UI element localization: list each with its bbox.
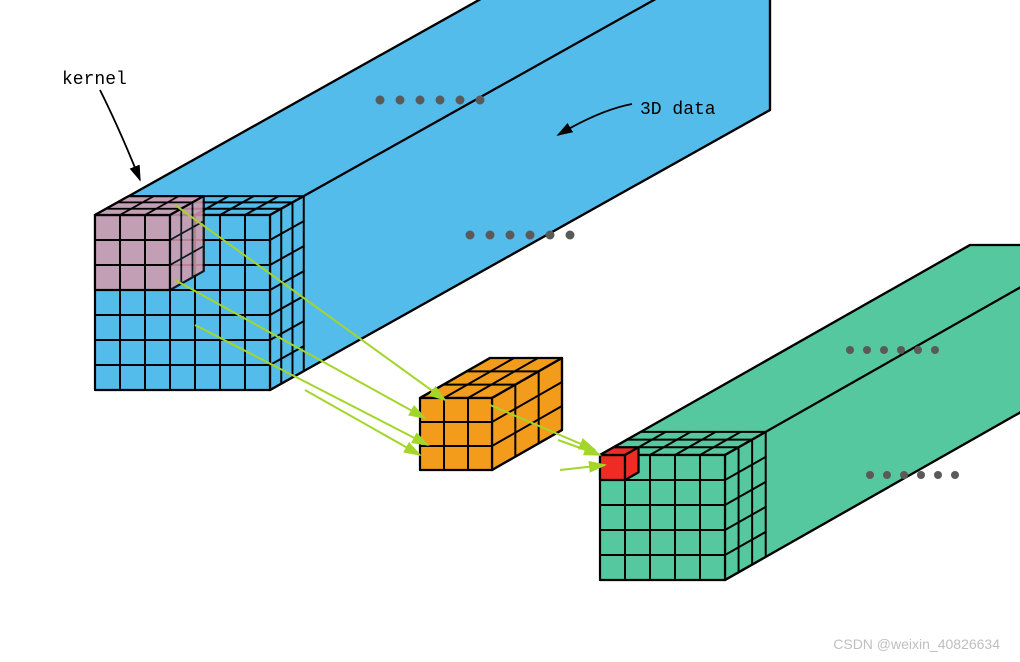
conv3d-diagram bbox=[0, 0, 1020, 662]
output-highlight-voxel bbox=[600, 447, 639, 480]
flow-arrow bbox=[305, 390, 420, 455]
data3d-label: 3D data bbox=[640, 100, 716, 120]
output-volume bbox=[600, 245, 1020, 580]
watermark: CSDN @weixin_40826634 bbox=[833, 636, 1000, 652]
flow-arrow bbox=[560, 465, 605, 470]
intermediate-volume bbox=[420, 358, 562, 470]
kernel-label: kernel bbox=[62, 70, 127, 90]
kernel-leader-arrow bbox=[100, 90, 140, 180]
kernel-overlay bbox=[95, 196, 204, 290]
